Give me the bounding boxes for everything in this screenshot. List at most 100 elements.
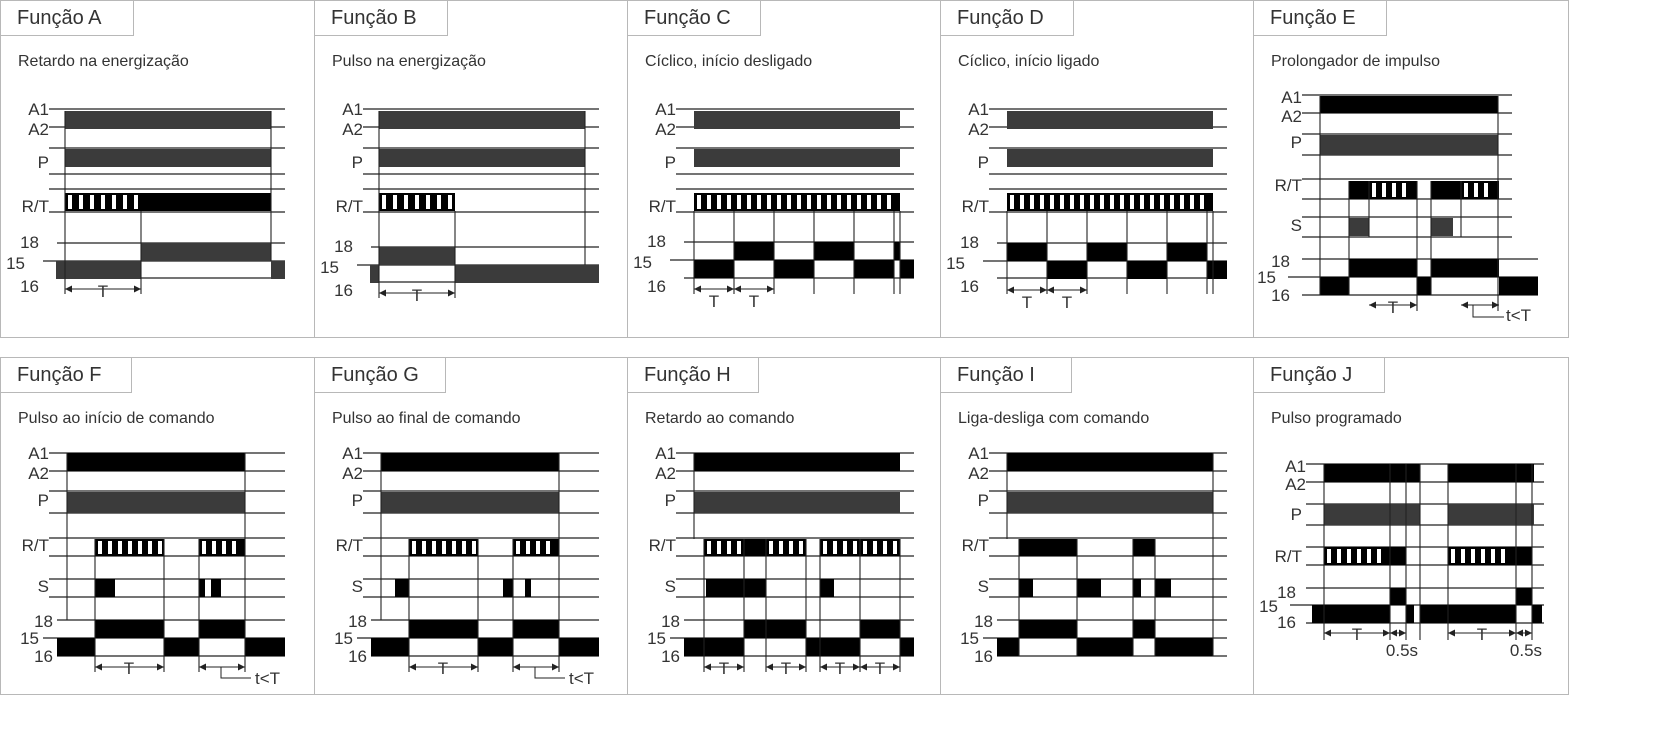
panel-fun-o-h: Função H Retardo ao comando A1 A2 P R/T S 18 15 1… bbox=[627, 357, 943, 695]
arrow-head-right bbox=[238, 663, 245, 671]
arrow-head-right bbox=[1383, 629, 1390, 637]
label-rt: R/T bbox=[1275, 176, 1302, 195]
rt-hatch-gap bbox=[1461, 549, 1465, 563]
time-label-t: T bbox=[719, 659, 729, 678]
time-label-t: T bbox=[1388, 298, 1398, 317]
rt-hatch-gap bbox=[857, 195, 861, 209]
time-label-half: 0.5s bbox=[1510, 641, 1542, 660]
rt-hatch-gap bbox=[404, 195, 408, 209]
s-bar bbox=[503, 579, 513, 597]
panel-fun-o-j: Função J Pulso programado A1 A2 P R/T 18 15 16 T T… bbox=[1253, 357, 1569, 695]
a1-a2-bar bbox=[381, 453, 559, 471]
contact-18-bar bbox=[1349, 259, 1417, 277]
function-tab: Função B bbox=[314, 0, 448, 36]
rt-hatched-bar bbox=[860, 539, 900, 556]
contact-18-bar bbox=[1390, 588, 1406, 605]
rt-hatch-gap bbox=[863, 541, 867, 554]
label-s: S bbox=[665, 577, 676, 596]
label-rt: R/T bbox=[962, 197, 989, 216]
rt-bar bbox=[1390, 547, 1406, 565]
rt-hatch-gap bbox=[1090, 195, 1094, 209]
contact-16-bar bbox=[1207, 261, 1227, 279]
panel-fun-o-a: Função A Retardo na energização A1 A2 P R/T 18… bbox=[0, 0, 316, 338]
contact-18-bar bbox=[1516, 588, 1532, 605]
s-bar bbox=[525, 579, 531, 597]
a1-a2-bar bbox=[65, 111, 271, 129]
function-subtitle: Pulso ao final de comando bbox=[332, 410, 521, 427]
rt-hatched-bar bbox=[766, 539, 806, 556]
time-label-t: T bbox=[1022, 293, 1032, 312]
label-a1: A1 bbox=[342, 444, 363, 463]
arrow-head-right bbox=[134, 285, 141, 293]
time-label-t: T bbox=[124, 659, 134, 678]
label-rt: R/T bbox=[336, 536, 363, 555]
function-tab: Função I bbox=[940, 357, 1072, 393]
contact-16-bar bbox=[1320, 277, 1349, 295]
contact-16-bar bbox=[57, 638, 95, 656]
rt-hatch-gap bbox=[847, 195, 851, 209]
rt-hatch-gap bbox=[1140, 195, 1144, 209]
time-label-t: T bbox=[1062, 293, 1072, 312]
function-tab: Função D bbox=[940, 0, 1074, 36]
label-p: P bbox=[978, 153, 989, 172]
arrow-head-left bbox=[860, 663, 867, 671]
contact-18-bar bbox=[513, 620, 559, 638]
arrow-head-left bbox=[1448, 629, 1455, 637]
rt-hatch-gap bbox=[222, 541, 226, 554]
arrow-head-left bbox=[95, 663, 102, 671]
lt-leader bbox=[1472, 305, 1504, 318]
rt-hatch-gap bbox=[827, 195, 831, 209]
arrow-head-right bbox=[727, 285, 734, 293]
arrow-head-right bbox=[853, 663, 860, 671]
time-label-t: T bbox=[781, 659, 791, 678]
rt-hatch-gap bbox=[727, 195, 731, 209]
time-label-t: T bbox=[835, 659, 845, 678]
rt-hatch-gap bbox=[757, 195, 761, 209]
time-label-t: T bbox=[749, 292, 759, 311]
contact-18-bar bbox=[744, 620, 806, 638]
contact-18-bar bbox=[1019, 620, 1077, 638]
arrow-head-left bbox=[1516, 629, 1523, 637]
label-p: P bbox=[352, 153, 363, 172]
label-a2: A2 bbox=[655, 120, 676, 139]
label-p: P bbox=[665, 153, 676, 172]
rt-hatch-gap bbox=[717, 195, 721, 209]
rt-hatch-gap bbox=[867, 195, 871, 209]
contact-16-bar bbox=[1077, 638, 1133, 656]
p-bar bbox=[1007, 492, 1213, 513]
label-rt: R/T bbox=[22, 536, 49, 555]
label-18: 18 bbox=[1271, 252, 1290, 271]
arrow-head-left bbox=[734, 285, 741, 293]
rt-hatch-gap bbox=[437, 195, 441, 209]
rt-hatch-gap bbox=[779, 541, 783, 554]
rt-hatch-gap bbox=[717, 541, 721, 554]
arrow-head-left bbox=[694, 285, 701, 293]
label-15: 15 bbox=[320, 258, 339, 277]
p-bar bbox=[694, 149, 900, 167]
label-rt: R/T bbox=[22, 197, 49, 216]
rt-hatch-gap bbox=[415, 195, 419, 209]
label-18: 18 bbox=[661, 612, 680, 631]
rt-hatch-gap bbox=[526, 541, 530, 554]
rt-hatched-bar bbox=[820, 539, 860, 556]
label-15: 15 bbox=[633, 253, 652, 272]
rt-hatch-gap bbox=[138, 541, 142, 554]
arrow-head-right bbox=[552, 663, 559, 671]
time-label-t: T bbox=[412, 286, 422, 305]
contact-16-bar bbox=[684, 638, 744, 656]
function-subtitle: Liga-desliga com comando bbox=[958, 410, 1150, 427]
p-bar bbox=[694, 492, 900, 513]
rt-hatch-gap bbox=[1402, 183, 1406, 197]
rt-hatch-gap bbox=[448, 195, 452, 209]
panel-fun-o-e: Função E Prolongador de impulso A1 A2 P R/T S 1… bbox=[1253, 0, 1569, 338]
rt-hatch-gap bbox=[123, 195, 127, 209]
label-a2: A2 bbox=[655, 464, 676, 483]
function-subtitle: Prolongador de impulso bbox=[1271, 53, 1440, 70]
rt-hatch-gap bbox=[887, 195, 891, 209]
label-16: 16 bbox=[647, 277, 666, 296]
contact-16-bar bbox=[854, 260, 894, 278]
rt-hatch-gap bbox=[707, 541, 711, 554]
rt-hatch-gap bbox=[727, 541, 731, 554]
